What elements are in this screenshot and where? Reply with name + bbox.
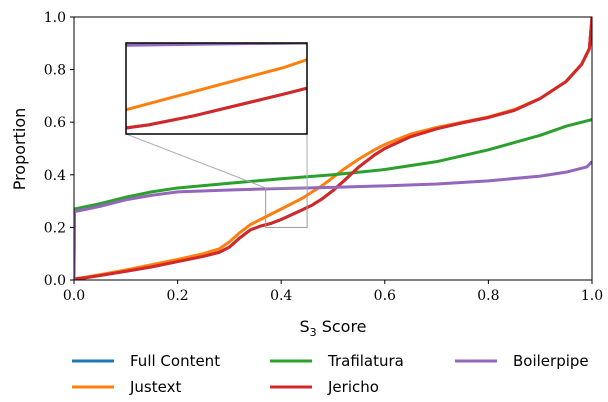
y-tick-label: 0.6: [44, 115, 66, 131]
x-tick-label: 0.8: [477, 288, 499, 304]
x-tick-label: 0.0: [63, 288, 85, 304]
legend-item-full-content: Full Content: [72, 352, 220, 370]
series-line-trafilatura: [74, 118, 592, 280]
y-tick-label: 1.0: [44, 10, 66, 26]
inset-zoom: [125, 42, 308, 135]
y-axis-ticks: 0.0 0.2 0.4 0.6 0.8 1.0: [44, 10, 74, 289]
legend-label: Jericho: [327, 378, 379, 396]
legend-item-trafilatura: Trafilatura: [270, 352, 404, 370]
y-tick-label: 0.0: [44, 273, 66, 289]
y-tick-label: 0.4: [44, 168, 66, 184]
zoom-connector-left: [125, 133, 266, 189]
legend-label: Full Content: [130, 352, 220, 370]
legend-label: Justext: [129, 378, 181, 396]
legend-item-boilerpipe: Boilerpipe: [455, 352, 589, 370]
legend-label: Boilerpipe: [513, 352, 589, 370]
legend: Full Content Trafilatura Boilerpipe Justext…: [72, 352, 589, 396]
x-axis-ticks: 0.0 0.2 0.4 0.6 0.8 1.0: [63, 280, 603, 304]
plot-area: [73, 16, 593, 281]
legend-label: Trafilatura: [327, 352, 404, 370]
x-axis-label: S3 Score: [299, 317, 366, 339]
y-tick-label: 0.8: [44, 63, 66, 79]
legend-item-justext: Justext: [72, 378, 181, 396]
plot-frame: [73, 16, 593, 281]
x-axis-label-subscript: 3: [310, 326, 317, 339]
x-tick-label: 0.2: [166, 288, 188, 304]
series-line-boilerpipe: [74, 160, 592, 280]
x-tick-label: 1.0: [581, 288, 603, 304]
legend-item-jericho: Jericho: [270, 378, 379, 396]
y-tick-label: 0.2: [44, 220, 66, 236]
x-tick-label: 0.6: [374, 288, 396, 304]
y-axis-label: Proportion: [10, 108, 29, 191]
x-tick-label: 0.4: [270, 288, 292, 304]
zoom-region: [265, 187, 308, 228]
